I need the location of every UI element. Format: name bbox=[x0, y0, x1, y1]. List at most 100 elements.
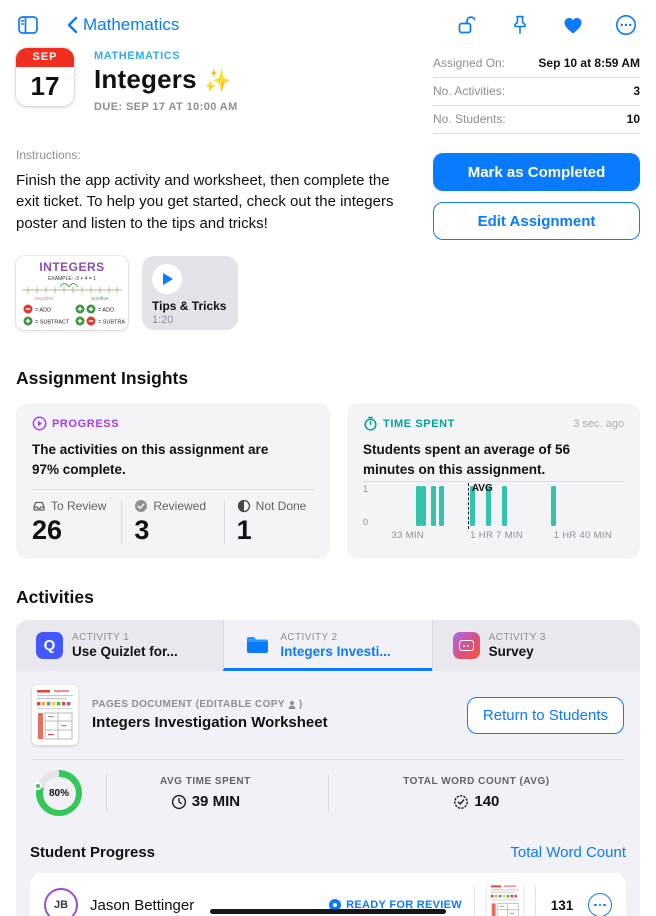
back-button[interactable]: Mathematics bbox=[66, 15, 179, 35]
survey-app-icon bbox=[452, 632, 480, 659]
time-spent-bar bbox=[470, 486, 476, 526]
tray-icon bbox=[33, 502, 45, 511]
edit-assignment-button[interactable]: Edit Assignment bbox=[433, 202, 640, 240]
time-spent-text: Students spent an average of 56 minutes … bbox=[363, 442, 571, 477]
return-to-students-button[interactable]: Return to Students bbox=[466, 696, 624, 734]
time-chart-xaxis: 33 MIN 1 HR 7 MIN 1 HR 40 MIN bbox=[379, 530, 622, 544]
favorite-heart-icon[interactable] bbox=[561, 13, 585, 37]
svg-text:= SUBTRA: = SUBTRA bbox=[98, 320, 125, 326]
instructions-text: Finish the app activity and worksheet, t… bbox=[16, 172, 394, 232]
time-spent-bar bbox=[431, 486, 437, 526]
date-badge: SEP 17 bbox=[16, 48, 74, 106]
x-tick-label: 1 HR 7 MIN bbox=[470, 530, 523, 541]
status-badge: READY FOR REVIEW bbox=[329, 899, 462, 911]
assignment-header: SEP 17 MATHEMATICS Integers ✨ DUE: SEP 1… bbox=[0, 44, 656, 134]
course-label: MATHEMATICS bbox=[94, 50, 181, 62]
time-spent-bar bbox=[501, 486, 507, 526]
word-count-stat: TOTAL WORD COUNT (AVG) 140 bbox=[403, 776, 550, 810]
student-work-thumbnail[interactable] bbox=[487, 881, 523, 916]
student-progress-card: JB Jason Bettinger READY FOR REVIEW bbox=[30, 873, 626, 916]
progress-label: PROGRESS bbox=[52, 417, 120, 430]
tab-activity-3[interactable]: ACTIVITY 3 Survey bbox=[431, 620, 640, 671]
student-row[interactable]: JB Jason Bettinger READY FOR REVIEW bbox=[30, 873, 626, 916]
svg-text:= SUBTRACT: = SUBTRACT bbox=[35, 320, 70, 326]
time-spent-bar bbox=[415, 486, 421, 526]
ready-for-review-icon bbox=[329, 899, 342, 911]
x-tick-label: 33 MIN bbox=[391, 530, 424, 541]
mark-completed-button[interactable]: Mark as Completed bbox=[433, 153, 640, 191]
total-word-count-sort-link[interactable]: Total Word Count bbox=[510, 844, 626, 861]
time-spent-bar bbox=[551, 486, 557, 526]
worksheet-thumbnail[interactable] bbox=[32, 685, 78, 745]
student-progress-heading: Student Progress bbox=[30, 844, 156, 861]
quizlet-app-icon: Q bbox=[36, 632, 63, 659]
progress-card: PROGRESS The activities on this assignme… bbox=[16, 403, 330, 559]
tab-activity-2[interactable]: ACTIVITY 2 Integers Investi... bbox=[223, 620, 432, 671]
svg-text:positive: positive bbox=[92, 296, 109, 302]
document-type-label: PAGES DOCUMENT (EDITABLE COPY ) bbox=[92, 699, 303, 710]
more-options-icon[interactable] bbox=[614, 13, 638, 37]
date-badge-day: 17 bbox=[30, 71, 60, 101]
time-spent-chart: 1 0 AVG 33 MIN 1 HR 7 MIN 1 HR 40 MIN bbox=[363, 483, 624, 546]
svg-text:= ADD: = ADD bbox=[35, 308, 51, 314]
integers-poster-attachment[interactable]: INTEGERS EXAMPLE: -3 + 4 = 1 negative po… bbox=[16, 256, 128, 330]
check-circle-icon bbox=[135, 500, 148, 513]
completion-percent: 80% bbox=[48, 787, 69, 799]
avatar: JB bbox=[44, 888, 78, 916]
activities-heading: Activities bbox=[16, 587, 94, 607]
updated-timestamp: 3 sec. ago bbox=[573, 417, 624, 430]
y-tick-0: 0 bbox=[363, 517, 369, 527]
progress-icon bbox=[32, 416, 47, 431]
avg-time-stat: AVG TIME SPENT 39 MIN bbox=[160, 776, 251, 810]
time-spent-bar bbox=[439, 486, 445, 526]
svg-text:= ADD: = ADD bbox=[98, 308, 114, 314]
clock-icon bbox=[171, 794, 186, 809]
progress-text: The activities on this assignment are 97… bbox=[32, 442, 269, 477]
activities-section: Activities Q ACTIVITY 1 Use Quizlet for.… bbox=[0, 559, 656, 916]
detail-row-assigned: Assigned On: Sep 10 at 8:59 AM bbox=[433, 50, 640, 78]
time-chart-plot: AVG bbox=[379, 483, 622, 529]
date-badge-month: SEP bbox=[16, 48, 74, 67]
x-tick-label: 1 HR 40 MIN bbox=[553, 530, 612, 541]
word-count-seal-icon bbox=[454, 794, 469, 809]
time-spent-label: TIME SPENT bbox=[383, 417, 456, 430]
audio-title: Tips & Tricks bbox=[152, 299, 227, 313]
y-tick-1: 1 bbox=[363, 484, 369, 494]
folder-icon bbox=[247, 637, 269, 653]
audio-duration: 1:20 bbox=[152, 314, 174, 326]
activity-tabbar: Q ACTIVITY 1 Use Quizlet for... ACTIVITY… bbox=[16, 620, 640, 671]
row-more-options-icon[interactable] bbox=[588, 893, 612, 916]
half-circle-icon bbox=[237, 500, 250, 513]
svg-text:negative: negative bbox=[35, 296, 54, 302]
tab-activity-1[interactable]: Q ACTIVITY 1 Use Quizlet for... bbox=[16, 620, 223, 671]
insights-heading: Assignment Insights bbox=[16, 368, 189, 388]
play-icon[interactable] bbox=[152, 264, 182, 294]
stat-not-done: Not Done 1 bbox=[236, 499, 307, 546]
student-name: Jason Bettinger bbox=[90, 896, 195, 914]
page-title: Integers ✨ bbox=[94, 64, 232, 94]
stat-to-review: To Review 26 bbox=[32, 499, 107, 546]
time-spent-bar bbox=[420, 486, 426, 526]
unlock-icon[interactable] bbox=[455, 13, 479, 37]
stat-reviewed: Reviewed 3 bbox=[134, 499, 207, 546]
pin-icon[interactable] bbox=[508, 13, 532, 37]
svg-text:INTEGERS: INTEGERS bbox=[39, 260, 104, 274]
navigation-bar: Mathematics bbox=[0, 0, 656, 44]
detail-row-activities: No. Activities: 3 bbox=[433, 78, 640, 106]
back-chevron-icon bbox=[67, 16, 78, 34]
word-count-value: 131 bbox=[550, 897, 574, 913]
sidebar-toggle-icon[interactable] bbox=[16, 13, 40, 37]
tips-tricks-audio-attachment[interactable]: Tips & Tricks 1:20 bbox=[142, 256, 238, 330]
ring-progress-dot bbox=[34, 782, 42, 790]
assignment-details: Assigned On: Sep 10 at 8:59 AM No. Activ… bbox=[433, 50, 640, 134]
activity-document-row: PAGES DOCUMENT (EDITABLE COPY ) Integers… bbox=[16, 671, 640, 759]
time-spent-card: TIME SPENT 3 sec. ago Students spent an … bbox=[347, 403, 640, 559]
home-indicator[interactable] bbox=[210, 909, 446, 914]
integers-poster-image: INTEGERS EXAMPLE: -3 + 4 = 1 negative po… bbox=[22, 260, 125, 326]
document-title: Integers Investigation Worksheet bbox=[92, 714, 328, 731]
instructions-label: Instructions: bbox=[16, 148, 81, 162]
stopwatch-icon bbox=[364, 416, 377, 431]
activity-stats-row: 80% AVG TIME SPENT 39 MIN TOTAL WORD COU… bbox=[16, 760, 640, 830]
completion-ring: 80% bbox=[34, 770, 82, 816]
person-icon bbox=[288, 700, 296, 709]
